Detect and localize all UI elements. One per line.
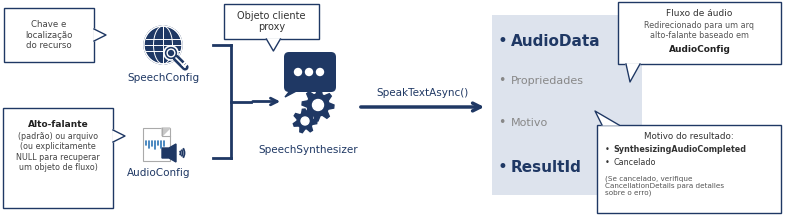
- FancyBboxPatch shape: [284, 52, 336, 92]
- Polygon shape: [595, 111, 619, 125]
- Text: AudioConfig: AudioConfig: [127, 168, 191, 178]
- Bar: [492, 15, 642, 195]
- Text: •: •: [498, 158, 508, 176]
- Text: •: •: [498, 116, 505, 129]
- Circle shape: [144, 26, 182, 64]
- Bar: [3, 108, 113, 208]
- Text: ResultId: ResultId: [511, 160, 582, 175]
- Bar: [224, 4, 319, 39]
- Text: •: •: [498, 74, 505, 87]
- Text: SpeakTextAsync(): SpeakTextAsync(): [376, 88, 468, 98]
- Text: (padrão) ou arquivo
(ou explicitamente
NULL para recuperar
um objeto de fluxo): (padrão) ou arquivo (ou explicitamente N…: [17, 132, 100, 172]
- Text: •: •: [605, 145, 610, 154]
- Circle shape: [313, 99, 324, 111]
- Text: Propriedades: Propriedades: [511, 76, 584, 86]
- Text: •: •: [605, 158, 610, 167]
- Polygon shape: [113, 130, 125, 142]
- Polygon shape: [302, 89, 334, 121]
- Text: SpeechConfig: SpeechConfig: [127, 73, 199, 83]
- Polygon shape: [626, 64, 640, 82]
- Bar: [4, 8, 94, 62]
- Bar: [618, 2, 781, 64]
- Bar: [597, 125, 781, 213]
- Polygon shape: [285, 87, 304, 97]
- Polygon shape: [162, 128, 170, 136]
- Text: Motivo do resultado:: Motivo do resultado:: [644, 132, 734, 141]
- Text: •: •: [498, 32, 508, 50]
- Text: Alto-falante: Alto-falante: [28, 120, 88, 129]
- Text: SynthesizingAudioCompleted: SynthesizingAudioCompleted: [613, 145, 746, 154]
- Text: Motivo: Motivo: [511, 118, 549, 128]
- Bar: [143, 128, 170, 161]
- Circle shape: [306, 68, 313, 75]
- Circle shape: [301, 117, 309, 125]
- Text: Cancelado: Cancelado: [613, 158, 656, 167]
- Polygon shape: [293, 109, 317, 133]
- Circle shape: [295, 68, 302, 75]
- Text: (Se cancelado, verifique
CancellationDetails para detalles
sobre o erro): (Se cancelado, verifique CancellationDet…: [605, 175, 724, 196]
- Text: Objeto cliente
proxy: Objeto cliente proxy: [237, 11, 306, 32]
- Text: Fluxo de áudio: Fluxo de áudio: [667, 9, 733, 18]
- Polygon shape: [94, 29, 106, 41]
- Text: AudioData: AudioData: [511, 34, 601, 49]
- Circle shape: [164, 46, 178, 60]
- Text: Redirecionado para um arq
alto-falante baseado em: Redirecionado para um arq alto-falante b…: [645, 21, 755, 40]
- Text: SpeechSynthesizer: SpeechSynthesizer: [258, 145, 358, 155]
- Text: Chave e
localização
do recurso: Chave e localização do recurso: [25, 20, 72, 50]
- Polygon shape: [162, 144, 176, 162]
- Polygon shape: [266, 39, 281, 51]
- Circle shape: [317, 68, 324, 75]
- Text: AudioConfig: AudioConfig: [669, 45, 730, 54]
